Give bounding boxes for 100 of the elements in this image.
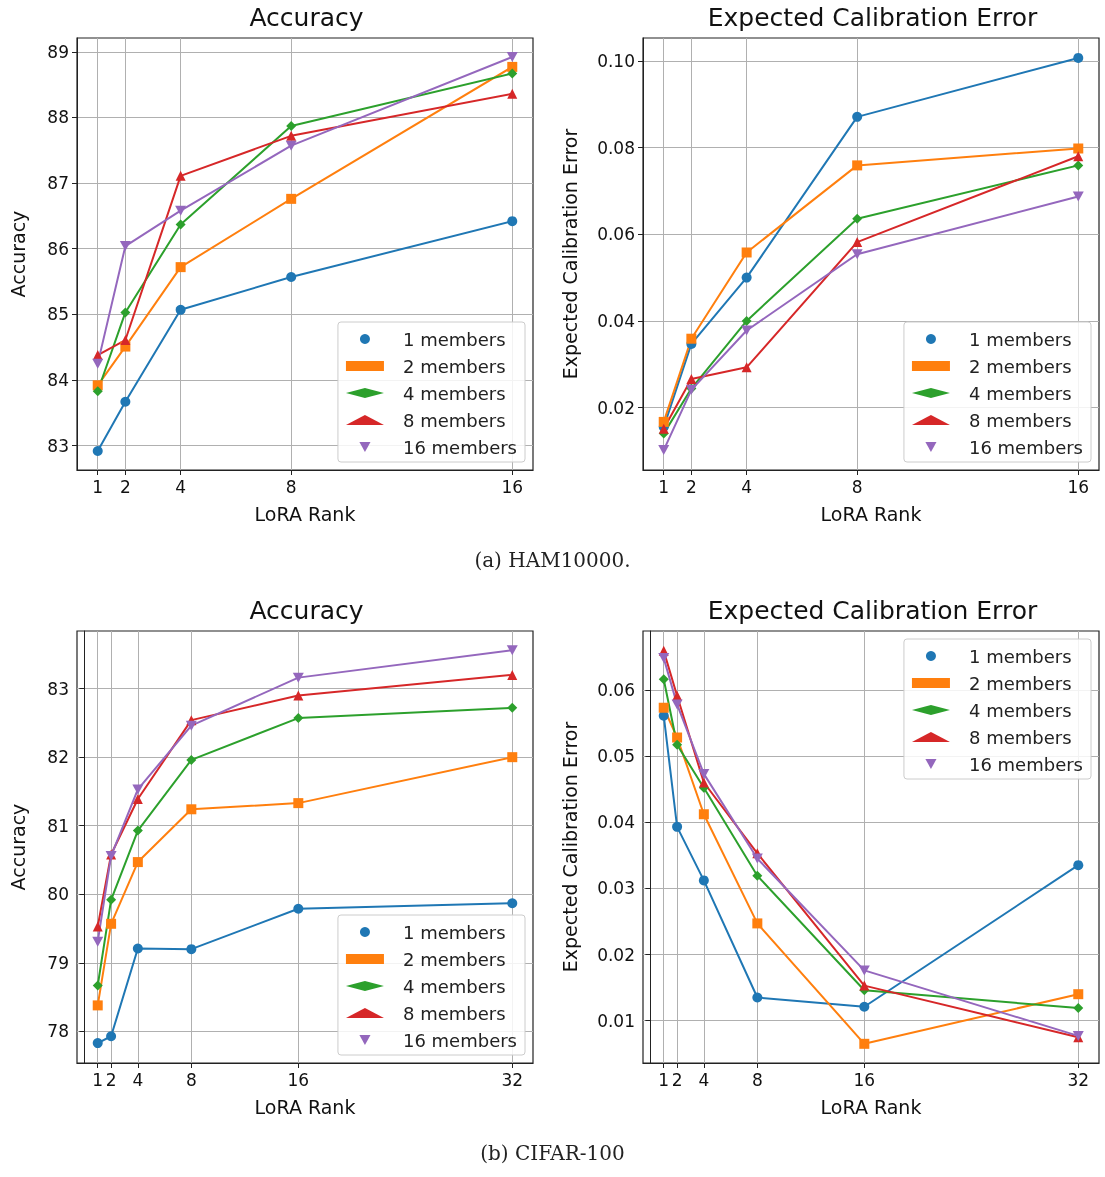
point	[293, 713, 304, 724]
point	[751, 853, 763, 864]
point	[852, 237, 863, 248]
y-axis-title: Accuracy	[6, 803, 29, 891]
point	[507, 898, 518, 909]
y-tick-label: 0.10	[597, 50, 635, 71]
point	[106, 1031, 117, 1042]
point	[92, 936, 104, 947]
point	[175, 205, 187, 216]
y-axis-title: Accuracy	[6, 210, 29, 298]
legend-label: 8 members	[968, 409, 1072, 431]
point	[852, 213, 863, 224]
point	[292, 672, 304, 683]
point	[658, 702, 669, 713]
point	[686, 333, 697, 344]
point	[286, 120, 297, 131]
point	[186, 944, 197, 955]
x-tick-label: 4	[741, 476, 753, 497]
point	[741, 247, 752, 258]
point	[658, 445, 670, 456]
point	[132, 943, 143, 954]
point	[698, 809, 709, 820]
point	[507, 68, 518, 79]
legend-label: 2 members	[402, 355, 506, 377]
x-tick-label: 8	[185, 1069, 197, 1090]
legend-label: 2 members	[968, 355, 1072, 377]
y-tick-label: 0.03	[597, 878, 635, 899]
point	[752, 918, 763, 929]
point	[852, 111, 863, 122]
x-tick-label: 2	[671, 1069, 683, 1090]
x-axis-title: LoRA Rank	[254, 1095, 356, 1118]
legend-label: 16 members	[402, 436, 517, 458]
point	[507, 702, 518, 713]
x-axis-title: LoRA Rank	[820, 1095, 922, 1118]
legend-label: 16 members	[968, 753, 1083, 775]
x-tick-label: 16	[287, 1069, 310, 1090]
point	[293, 798, 304, 809]
y-tick-label: 83	[47, 678, 69, 699]
x-tick-label: 16	[1067, 476, 1090, 497]
point	[106, 918, 117, 929]
point	[859, 980, 870, 991]
x-tick-label: 32	[501, 1069, 524, 1090]
point	[92, 445, 103, 456]
y-tick-label: 89	[47, 41, 69, 62]
point	[859, 1001, 870, 1012]
x-tick-label: 1	[92, 476, 104, 497]
point	[741, 362, 752, 373]
point	[286, 130, 297, 141]
chart-title: Accuracy	[249, 596, 364, 625]
x-tick-label: 16	[501, 476, 524, 497]
legend-label: 4 members	[968, 382, 1072, 404]
legend-label: 2 members	[968, 672, 1072, 694]
point	[186, 804, 197, 815]
point	[741, 325, 753, 336]
point	[92, 1000, 103, 1011]
point	[507, 752, 518, 763]
point	[175, 219, 186, 230]
point	[672, 739, 683, 750]
x-tick-label: 4	[132, 1069, 144, 1090]
legend-label: 1 members	[402, 921, 506, 943]
point	[752, 870, 763, 881]
point	[752, 992, 763, 1003]
point	[506, 645, 518, 656]
point	[175, 170, 186, 181]
legend-label: 4 members	[968, 699, 1072, 721]
legend-label: 1 members	[402, 328, 506, 350]
y-tick-label: 79	[47, 952, 69, 973]
text: (a) HAM10000.	[473, 548, 632, 572]
y-tick-label: 83	[47, 435, 69, 456]
y-axis-title: Expected Calibration Error	[558, 128, 581, 380]
point	[132, 857, 143, 868]
chart-title: Expected Calibration Error	[707, 3, 1038, 32]
legend-label: 4 members	[402, 975, 506, 997]
y-tick-label: 0.04	[597, 812, 635, 833]
x-tick-label: 1	[92, 1069, 104, 1090]
point	[506, 52, 518, 63]
point	[1073, 151, 1084, 162]
chart-title: Expected Calibration Error	[707, 596, 1038, 625]
legend-label: 2 members	[402, 948, 506, 970]
y-tick-label: 0.02	[597, 944, 635, 965]
legend-label: 8 members	[402, 1002, 506, 1024]
point	[106, 894, 117, 905]
x-tick-label: 4	[175, 476, 187, 497]
x-tick-label: 4	[698, 1069, 710, 1090]
point	[119, 241, 131, 252]
x-axis-title: LoRA Rank	[254, 502, 356, 525]
point	[686, 374, 697, 385]
legend-label: 1 members	[968, 328, 1072, 350]
point	[120, 335, 131, 346]
legend-label: 1 members	[968, 645, 1072, 667]
point	[1073, 989, 1084, 1000]
x-tick-label: 8	[751, 1069, 763, 1090]
x-tick-label: 32	[1067, 1069, 1090, 1090]
point	[186, 754, 197, 765]
x-axis-title: LoRA Rank	[820, 502, 922, 525]
point	[672, 821, 683, 832]
y-tick-label: 80	[47, 884, 69, 905]
point	[1073, 1003, 1084, 1014]
y-tick-label: 0.06	[597, 224, 635, 245]
point	[698, 875, 709, 886]
